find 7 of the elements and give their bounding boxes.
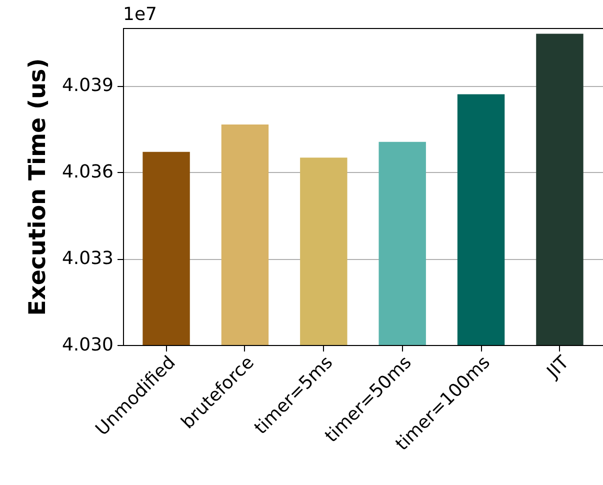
y-tick-label: 4.030 [62,334,114,356]
y-axis-title: Execution Time (us) [24,58,51,316]
y-tick-label: 4.039 [62,75,114,96]
x-tick-label: JIT [542,351,574,383]
text: 1e7 [123,4,157,25]
y-tick-label: 4.033 [62,248,114,270]
y-tick-label: 4.036 [62,162,114,183]
